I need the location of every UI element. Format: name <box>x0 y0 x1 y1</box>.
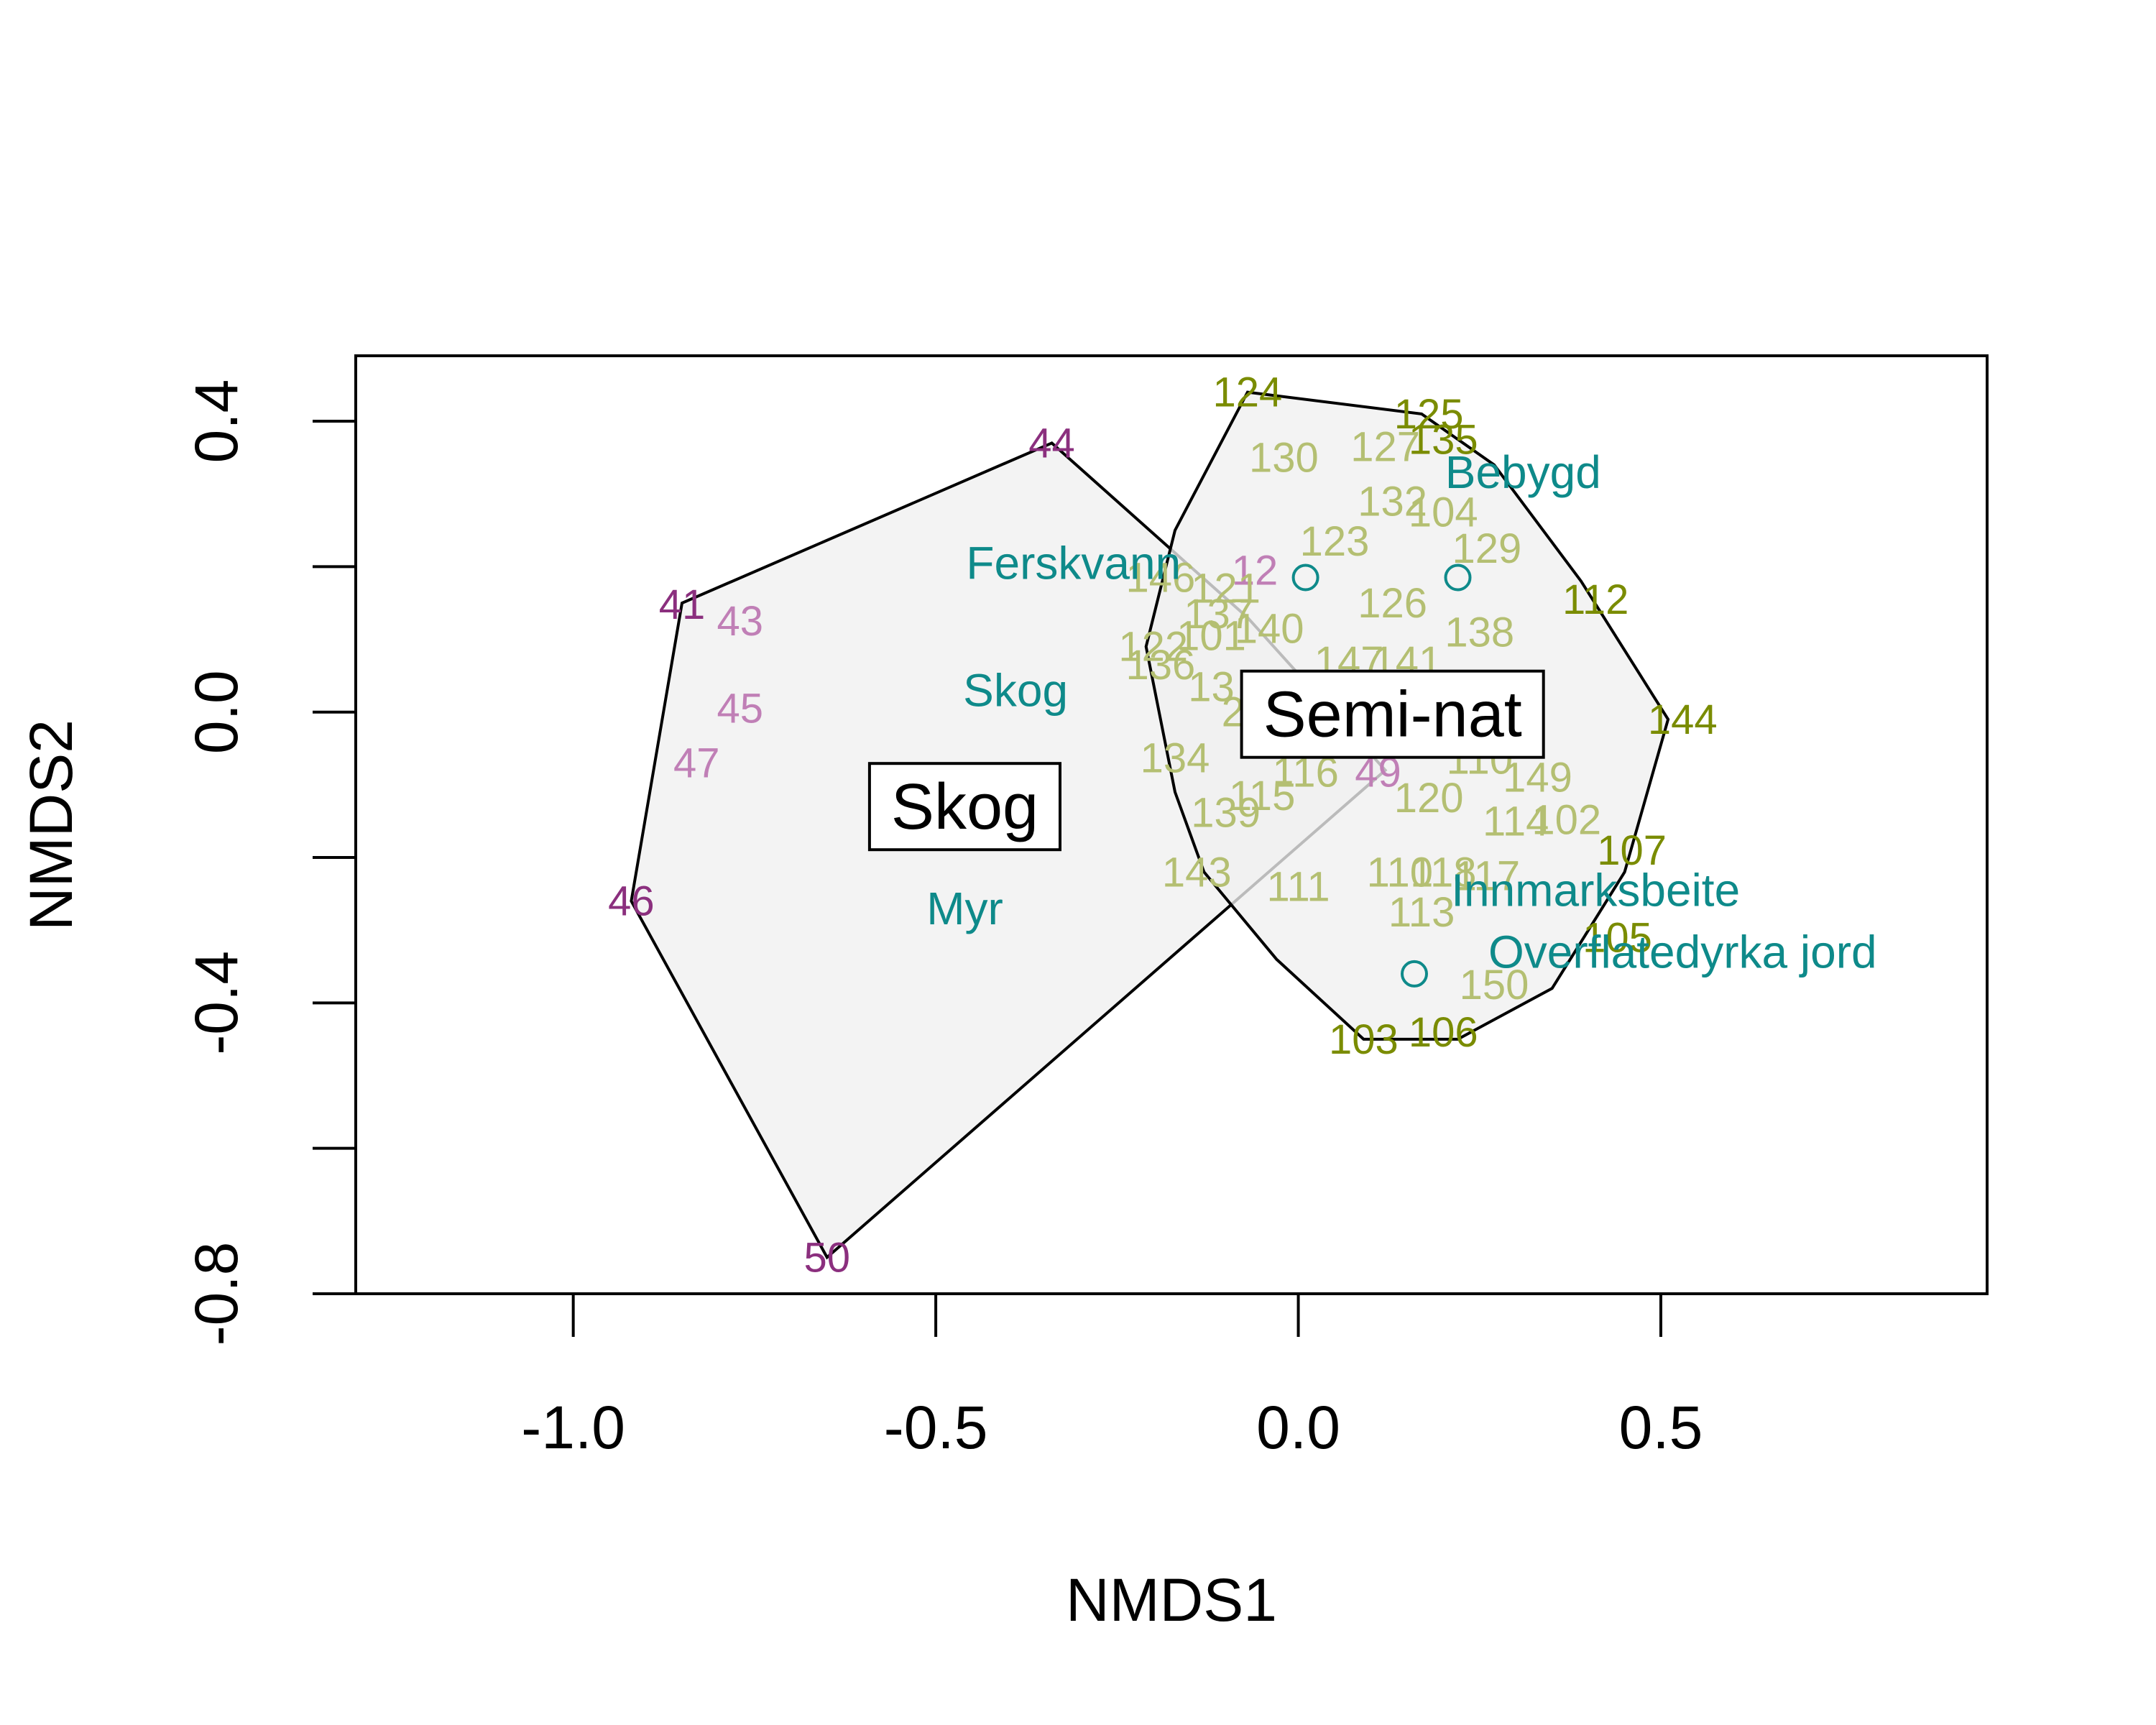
site-label: 45 <box>717 686 763 732</box>
site-label: 43 <box>717 598 763 645</box>
hull-label-text: Skog <box>891 771 1038 843</box>
env-vector-layer: Bebygd Ferskvann Skog Myr Innmarksbeite Overf… <box>926 446 1877 988</box>
x-tick-label: 0.0 <box>1256 1394 1340 1461</box>
y-tick-label: 0.0 <box>183 670 250 754</box>
site-label: 150 <box>1460 962 1529 1008</box>
site-label: 130 <box>1249 435 1319 482</box>
env-centroid-marker <box>1291 564 1319 592</box>
site-label: 124 <box>1213 369 1283 416</box>
site-label: 121 <box>1191 566 1261 612</box>
site-label: 139 <box>1191 789 1261 836</box>
hull-label-text: Semi-nat <box>1263 679 1522 751</box>
site-label: 41 <box>659 581 706 628</box>
site-label: 129 <box>1452 525 1522 572</box>
site-label: 132 <box>1358 478 1427 525</box>
site-label: 135 <box>1409 416 1478 463</box>
site-label: 123 <box>1300 518 1370 565</box>
site-label: 127 <box>1350 424 1420 471</box>
site-label: 136 <box>1126 642 1196 689</box>
site-label: 143 <box>1162 849 1232 896</box>
site-label: 103 <box>1329 1016 1399 1063</box>
env-centroid-marker <box>1401 960 1428 988</box>
env-label: Ferskvann <box>966 537 1181 589</box>
site-label: 47 <box>673 740 720 787</box>
x-tick-label: -0.5 <box>884 1394 988 1461</box>
site-label: 126 <box>1358 580 1427 627</box>
site-label: 125 <box>1394 391 1464 438</box>
site-label: 105 <box>1583 914 1652 961</box>
site-label: 107 <box>1597 827 1667 874</box>
site-label: 138 <box>1445 609 1514 656</box>
site-label: 12 <box>1232 547 1279 594</box>
site-label: 50 <box>804 1234 851 1281</box>
site-label: 146 <box>1126 555 1196 602</box>
site-label: 46 <box>608 878 655 925</box>
site-label: 120 <box>1394 775 1464 822</box>
site-label: 13 <box>1188 663 1235 710</box>
env-label: Overflatedyrka jord <box>1488 926 1877 978</box>
env-label: Myr <box>926 883 1003 934</box>
hull-label-box <box>867 762 1062 852</box>
env-centroid-marker <box>1444 564 1472 592</box>
site-label: 111 <box>1267 864 1330 911</box>
site-label: 113 <box>1388 889 1455 936</box>
site-label: 104 <box>1409 489 1478 536</box>
y-axis-title: NMDS2 <box>17 719 85 931</box>
env-label: Innmarksbeite <box>1451 865 1740 916</box>
y-tick-label: -0.8 <box>183 1242 250 1346</box>
site-label: 114 <box>1483 798 1549 845</box>
y-tick-label: -0.4 <box>183 951 250 1055</box>
site-label: 101 <box>1176 613 1246 660</box>
x-axis-title: NMDS1 <box>1066 1566 1277 1634</box>
site-label: 137 <box>1184 591 1253 638</box>
site-label: 144 <box>1648 696 1718 743</box>
hull-group-label: Semi-nat <box>1240 669 1545 759</box>
hull-label-box <box>1240 669 1545 759</box>
site-label: 102 <box>1531 796 1601 843</box>
env-label: Skog <box>963 664 1068 716</box>
site-label: 112 <box>1562 576 1628 623</box>
x-tick-label: -1.0 <box>521 1394 625 1461</box>
site-label: 44 <box>1028 420 1075 466</box>
site-label: 134 <box>1141 735 1210 781</box>
site-label: 115 <box>1229 773 1295 819</box>
y-tick-label: 0.4 <box>183 380 250 464</box>
hull-group-label: Skog <box>867 762 1062 852</box>
x-tick-label: 0.5 <box>1619 1394 1703 1461</box>
site-label: 140 <box>1235 605 1304 652</box>
env-label: Bebygd <box>1445 446 1601 498</box>
site-label: 118 <box>1410 849 1476 896</box>
hull-label-layer: Skog Semi-nat <box>867 669 1545 852</box>
site-label: 110 <box>1367 849 1433 896</box>
site-label: 117 <box>1454 852 1520 899</box>
site-label: 106 <box>1409 1009 1478 1056</box>
site-label: 122 <box>1118 624 1188 671</box>
axis-layer: -1.0 -0.5 0.0 0.5 -0.8 -0.4 0.0 0.4 <box>183 380 1703 1461</box>
site-label: 149 <box>1503 755 1572 801</box>
